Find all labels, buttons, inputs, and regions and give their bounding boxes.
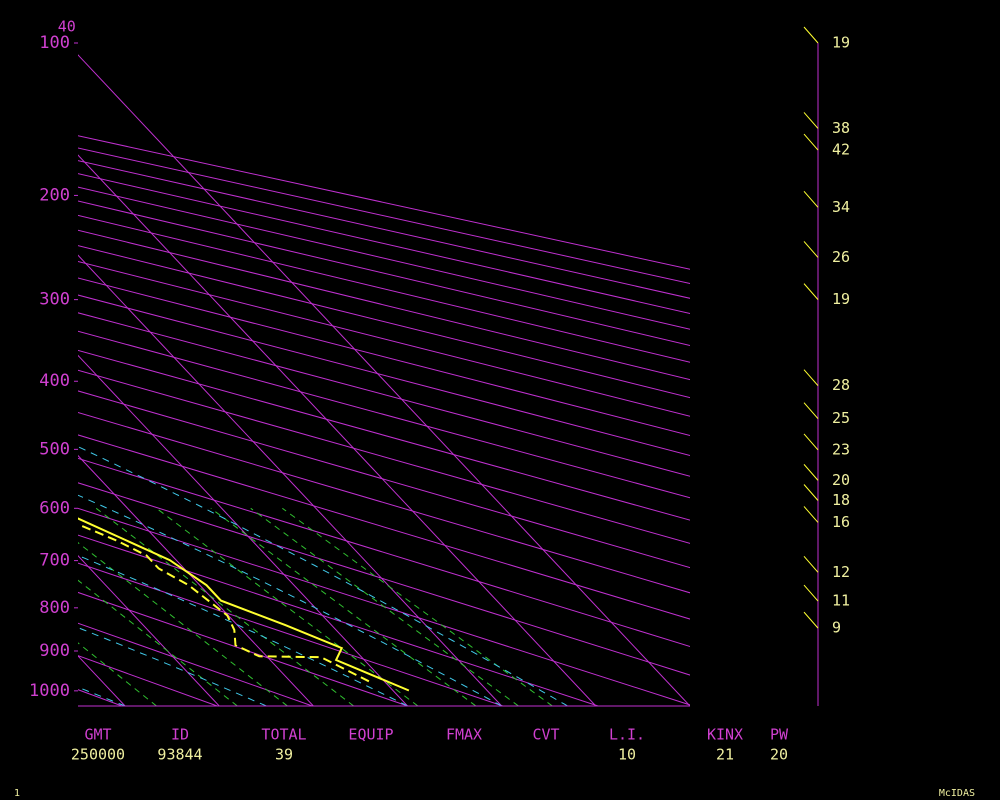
y-tick-label: 700 xyxy=(39,551,70,571)
wind-speed-label: 23 xyxy=(832,440,850,458)
y-tick-label: 300 xyxy=(39,290,70,310)
index-header: TOTAL xyxy=(261,726,306,744)
dry-adiabat xyxy=(78,330,690,499)
index-header: KINX xyxy=(707,726,743,744)
wind-speed-label: 12 xyxy=(832,563,850,581)
index-value: 20 xyxy=(770,746,788,764)
wind-barb xyxy=(803,402,819,420)
wind-barb xyxy=(803,611,819,629)
wind-barb xyxy=(803,241,819,258)
wind-speed-label: 19 xyxy=(832,290,850,308)
dry-adiabat xyxy=(78,229,690,381)
dry-adiabat xyxy=(78,260,690,417)
dry-adiabat xyxy=(78,534,599,706)
wind-speed-label: 11 xyxy=(832,592,850,610)
dry-adiabat xyxy=(78,245,690,399)
mixing-ratio-line xyxy=(282,507,553,706)
index-header: FMAX xyxy=(446,726,482,744)
dry-adiabat xyxy=(78,434,690,620)
dry-adiabat xyxy=(78,294,690,457)
y-tick-label: 600 xyxy=(39,498,70,518)
wind-speed-label: 20 xyxy=(832,471,850,489)
dry-adiabat xyxy=(78,277,690,437)
wind-barb xyxy=(803,584,819,602)
wind-speed-label: 25 xyxy=(832,409,850,427)
index-value: 10 xyxy=(618,746,636,764)
y-tick-label: 800 xyxy=(39,598,70,618)
isotherm xyxy=(78,254,503,706)
dry-adiabat xyxy=(78,349,690,521)
wind-barb xyxy=(803,506,819,523)
y-tick-label: 500 xyxy=(39,439,70,459)
dry-adiabat xyxy=(78,507,690,706)
index-header: L.I. xyxy=(609,726,645,744)
wind-speed-label: 28 xyxy=(832,376,850,394)
index-header: EQUIP xyxy=(348,726,393,744)
wind-speed-label: 42 xyxy=(832,141,850,159)
y-tick-label: 900 xyxy=(39,641,70,661)
dry-adiabat xyxy=(78,562,503,706)
isotherm xyxy=(78,54,690,706)
y-tick-label: 200 xyxy=(39,185,70,205)
dry-adiabat xyxy=(78,135,690,270)
background-lines xyxy=(78,54,690,706)
isotherm xyxy=(78,555,220,706)
foreground: -90-80-70-60-50-40-30-20-100102030401002… xyxy=(29,18,850,764)
moist-adiabat xyxy=(78,494,502,706)
wind-barb xyxy=(803,112,819,129)
wind-barb xyxy=(803,484,819,501)
footer-left: 1 xyxy=(14,788,20,799)
index-header: ID xyxy=(171,726,189,744)
mixing-ratio-line xyxy=(210,507,477,706)
wind-barb xyxy=(803,283,819,300)
dry-adiabat xyxy=(78,369,690,544)
sounding xyxy=(78,517,410,692)
dry-adiabat xyxy=(78,482,690,676)
wind-barb xyxy=(803,369,819,386)
wind-barb xyxy=(803,433,819,451)
y-tick-label: 400 xyxy=(39,371,70,391)
wind-speed-label: 9 xyxy=(832,619,841,637)
mixing-ratio-line xyxy=(78,579,238,706)
wind-speed-label: 16 xyxy=(832,513,850,531)
dry-adiabat xyxy=(78,457,690,647)
index-value: 39 xyxy=(275,746,293,764)
wind-speed-label: 18 xyxy=(832,491,850,509)
temperature-line xyxy=(78,517,410,692)
wind-barb xyxy=(803,190,819,208)
moist-adiabat xyxy=(78,627,267,706)
wind-speed-label: 26 xyxy=(832,248,850,266)
wind-barb xyxy=(803,464,819,481)
dry-adiabat xyxy=(78,591,408,706)
wind-barb xyxy=(803,26,819,44)
y-tick-label: 100 xyxy=(39,33,70,53)
isotherm xyxy=(78,154,597,706)
index-value: 250000 xyxy=(71,746,125,764)
wind-barb xyxy=(803,556,819,573)
wind-speed-label: 34 xyxy=(832,198,850,216)
index-value: 21 xyxy=(716,746,734,764)
dewpoint-line xyxy=(78,523,374,685)
wind-barb xyxy=(803,133,819,151)
index-value: 93844 xyxy=(157,746,202,764)
index-header: CVT xyxy=(532,726,559,744)
wind-speed-label: 19 xyxy=(832,34,850,52)
x-tick-label: 40 xyxy=(58,18,76,36)
isotherm xyxy=(78,354,408,706)
y-tick-label: 1000 xyxy=(29,681,70,701)
dry-adiabat xyxy=(78,147,690,285)
index-header: GMT xyxy=(84,726,111,744)
wind-speed-label: 38 xyxy=(832,119,850,137)
dry-adiabat xyxy=(78,312,690,477)
mixing-ratio-line xyxy=(250,507,519,706)
index-header: PW xyxy=(770,726,789,744)
footer-right: McIDAS xyxy=(939,788,975,799)
